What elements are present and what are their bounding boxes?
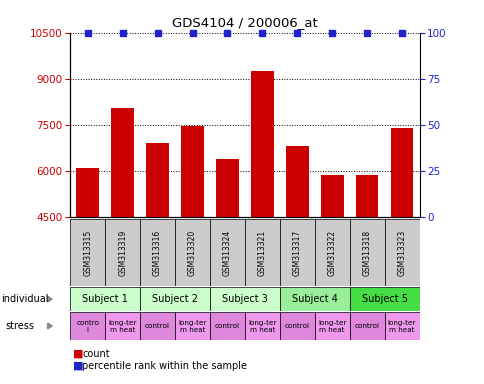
Text: GSM313315: GSM313315: [83, 229, 92, 276]
Text: individual: individual: [1, 294, 48, 304]
Text: GSM313321: GSM313321: [257, 229, 266, 276]
Bar: [140, 312, 175, 340]
Bar: [279, 219, 314, 286]
Text: contro
l: contro l: [76, 319, 99, 333]
Text: control: control: [284, 323, 309, 329]
Text: long-ter
m heat: long-ter m heat: [387, 319, 415, 333]
Text: GSM313323: GSM313323: [397, 229, 406, 276]
Bar: [349, 219, 384, 286]
Bar: [70, 219, 105, 286]
Bar: [140, 287, 210, 311]
Text: Subject 5: Subject 5: [361, 294, 407, 304]
Bar: [105, 219, 140, 286]
Bar: [314, 312, 349, 340]
Text: long-ter
m heat: long-ter m heat: [318, 319, 346, 333]
Bar: [320, 175, 343, 355]
Text: stress: stress: [6, 321, 35, 331]
Text: count: count: [82, 349, 110, 359]
Text: control: control: [145, 323, 170, 329]
Text: GSM313322: GSM313322: [327, 229, 336, 276]
Bar: [390, 128, 412, 355]
Text: GSM313318: GSM313318: [362, 229, 371, 276]
Text: long-ter
m heat: long-ter m heat: [248, 319, 276, 333]
Text: GSM313316: GSM313316: [153, 229, 162, 276]
Text: long-ter
m heat: long-ter m heat: [178, 319, 206, 333]
Bar: [175, 219, 210, 286]
Bar: [286, 146, 308, 355]
Text: GSM313317: GSM313317: [292, 229, 301, 276]
Bar: [384, 312, 419, 340]
Bar: [355, 175, 378, 355]
Text: Subject 1: Subject 1: [82, 294, 128, 304]
Bar: [349, 287, 419, 311]
Text: Subject 3: Subject 3: [222, 294, 267, 304]
Text: GSM313324: GSM313324: [223, 229, 231, 276]
Bar: [210, 287, 279, 311]
Bar: [70, 312, 105, 340]
Bar: [76, 168, 99, 355]
Text: GSM313319: GSM313319: [118, 229, 127, 276]
Text: long-ter
m heat: long-ter m heat: [108, 319, 136, 333]
Text: GSM313320: GSM313320: [188, 229, 197, 276]
Bar: [314, 219, 349, 286]
Bar: [349, 312, 384, 340]
Text: ■: ■: [73, 349, 83, 359]
Bar: [146, 143, 168, 355]
Bar: [175, 312, 210, 340]
Bar: [105, 312, 140, 340]
Bar: [244, 312, 279, 340]
Bar: [279, 312, 314, 340]
Bar: [279, 287, 349, 311]
Text: control: control: [354, 323, 379, 329]
Bar: [70, 287, 140, 311]
Text: ■: ■: [73, 361, 83, 371]
Bar: [181, 126, 203, 355]
Bar: [216, 159, 238, 355]
Bar: [140, 219, 175, 286]
Text: Subject 4: Subject 4: [291, 294, 337, 304]
Bar: [111, 108, 134, 355]
Text: percentile rank within the sample: percentile rank within the sample: [82, 361, 247, 371]
Text: control: control: [214, 323, 240, 329]
Text: Subject 2: Subject 2: [152, 294, 197, 304]
Title: GDS4104 / 200006_at: GDS4104 / 200006_at: [172, 16, 317, 29]
Bar: [210, 312, 244, 340]
Bar: [210, 219, 244, 286]
Bar: [384, 219, 419, 286]
Bar: [244, 219, 279, 286]
Bar: [251, 71, 273, 355]
